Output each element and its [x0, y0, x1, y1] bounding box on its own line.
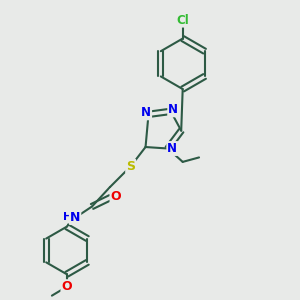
Text: Cl: Cl	[176, 14, 189, 27]
Text: N: N	[70, 211, 80, 224]
Text: S: S	[126, 160, 135, 173]
Text: O: O	[61, 280, 72, 293]
Text: N: N	[167, 142, 177, 155]
Text: N: N	[141, 106, 151, 119]
Text: N: N	[168, 103, 178, 116]
Text: H: H	[63, 212, 73, 223]
Text: O: O	[110, 190, 121, 202]
